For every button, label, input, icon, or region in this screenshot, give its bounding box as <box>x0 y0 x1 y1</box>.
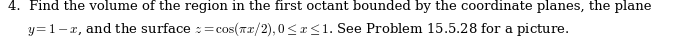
Text: 4.  Find the volume of the region in the first octant bounded by the coordinate : 4. Find the volume of the region in the … <box>8 0 651 13</box>
Text: $y = 1 - x$, and the surface $z = \cos(\pi x/2), 0 \leq x \leq 1$. See Problem 1: $y = 1 - x$, and the surface $z = \cos(\… <box>27 20 569 38</box>
